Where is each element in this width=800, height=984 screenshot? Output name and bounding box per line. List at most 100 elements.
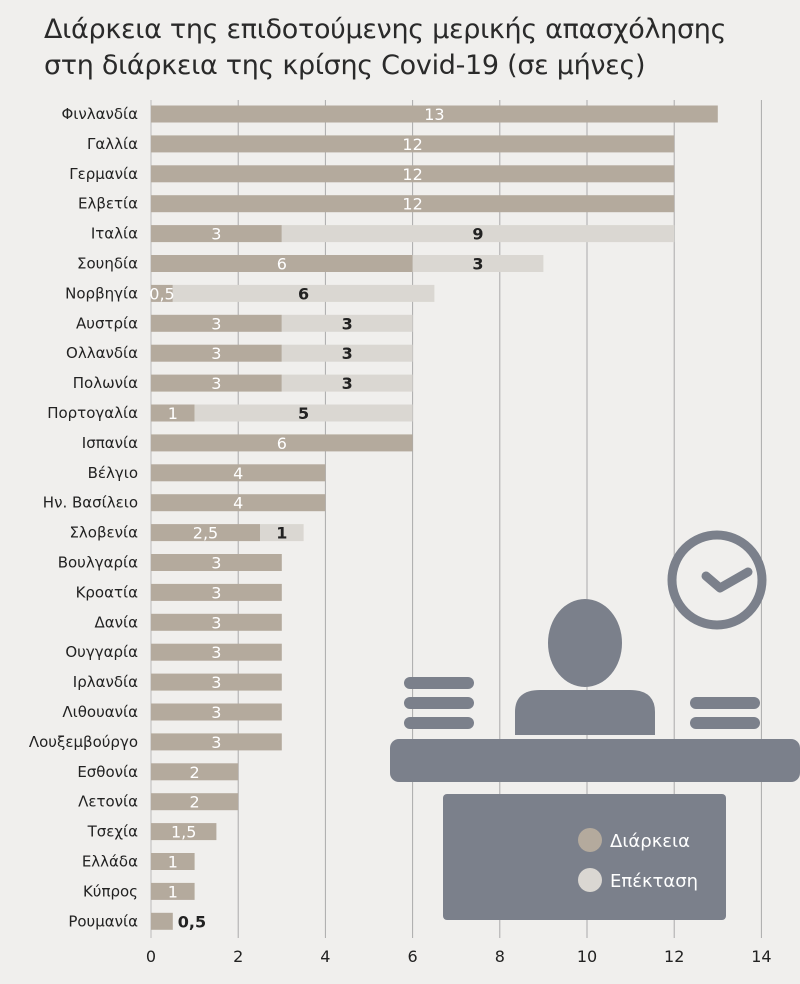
category-label: Λιθουανία <box>62 703 138 721</box>
category-label: Ιρλανδία <box>73 673 138 691</box>
x-tick-label: 2 <box>233 947 243 966</box>
bar-extension <box>281 225 675 243</box>
category-label: Εσθονία <box>77 763 138 781</box>
category-label: Αυστρία <box>76 314 138 332</box>
legend-swatch <box>578 828 602 852</box>
data-label-duration: 3 <box>211 554 221 573</box>
category-label: Βέλγιο <box>88 464 138 482</box>
data-label-extension: 3 <box>472 255 483 274</box>
bar-duration <box>151 912 173 930</box>
bar-duration <box>151 643 282 661</box>
bar-duration <box>151 882 195 900</box>
bar-duration <box>151 554 282 571</box>
bar-duration <box>151 434 413 452</box>
category-label: Πορτογαλία <box>47 404 138 422</box>
bar-extension <box>281 314 413 332</box>
bar-duration <box>151 165 675 183</box>
data-label-extension: 6 <box>298 284 309 303</box>
bar-duration <box>151 763 239 781</box>
bar-duration <box>151 314 282 332</box>
person-icon <box>515 599 655 735</box>
category-label: Λετονία <box>78 793 138 811</box>
data-label-duration: 3 <box>211 314 221 333</box>
title-line-1: Διάρκεια της επιδοτούμενης μερικής απασχ… <box>44 14 727 45</box>
category-label: Φινλανδία <box>61 105 138 123</box>
category-label: Ην. Βασίλειο <box>43 494 138 512</box>
bar-duration <box>151 823 217 841</box>
data-label-duration: 13 <box>424 105 444 124</box>
data-label-duration: 12 <box>402 195 422 214</box>
category-label: Κροατία <box>76 583 139 601</box>
desk-icon <box>390 677 800 920</box>
data-label-extension: 3 <box>342 344 353 363</box>
x-tick-label: 6 <box>408 947 418 966</box>
bar-duration <box>151 135 675 153</box>
legend: Διάρκεια Επέκταση <box>578 828 698 892</box>
data-label-duration: 3 <box>211 643 221 662</box>
bar-duration <box>151 673 282 691</box>
bar-duration <box>151 703 282 721</box>
category-label: Γερμανία <box>69 165 138 183</box>
bar-extension <box>260 524 304 542</box>
data-label-duration: 3 <box>211 225 221 244</box>
x-axis-ticks: 0 2 4 6 8 10 12 14 <box>146 947 772 966</box>
x-tick-label: 14 <box>751 947 771 966</box>
category-labels: Φινλανδία Γαλλία Γερμανία Ελβετία Ιταλία Σουη… <box>29 105 138 930</box>
data-label-duration: 4 <box>233 464 243 483</box>
data-label-duration: 4 <box>233 494 243 513</box>
bar-duration <box>151 613 282 631</box>
bar-duration <box>151 464 326 482</box>
category-label: Ολλανδία <box>66 344 138 362</box>
bar-extension <box>412 255 544 272</box>
category-label: Ιταλία <box>91 225 138 243</box>
data-label-duration: 1 <box>168 882 178 901</box>
data-label-duration: 3 <box>211 344 221 363</box>
bar-duration <box>151 524 260 542</box>
category-label: Ελβετία <box>78 195 138 213</box>
bar-duration <box>151 494 326 512</box>
data-label-duration: 6 <box>277 255 287 274</box>
data-label-duration: 6 <box>277 434 287 453</box>
data-label-duration: 3 <box>211 374 221 393</box>
data-label-duration: 1,5 <box>171 823 196 842</box>
category-label: Δανία <box>95 613 139 631</box>
bar-duration <box>151 284 173 302</box>
category-label: Σουηδία <box>77 255 138 273</box>
category-label: Νορβηγία <box>65 284 138 302</box>
data-label-extension: 5 <box>298 404 309 423</box>
category-label: Ισπανία <box>82 434 138 452</box>
data-label-duration: 2 <box>190 793 200 812</box>
data-label-extension: 3 <box>342 314 353 333</box>
data-label-duration: 0,5 <box>149 284 174 303</box>
data-label-duration: 2 <box>190 763 200 782</box>
illustration: Διάρκεια Επέκταση <box>390 530 800 920</box>
bar-duration <box>151 195 675 213</box>
bar-duration <box>151 255 413 272</box>
category-label: Τσεχία <box>87 823 139 841</box>
category-label: Κύπρος <box>83 882 138 900</box>
x-tick-label: 10 <box>577 947 597 966</box>
chart-title: Διάρκεια της επιδοτούμενης μερικής απασχ… <box>44 12 784 84</box>
data-label-duration: 1 <box>168 853 178 872</box>
data-label-duration: 12 <box>402 135 422 154</box>
category-label: Πολωνία <box>73 374 138 392</box>
legend-label: Επέκταση <box>610 871 698 892</box>
bar-duration <box>151 793 239 811</box>
category-label: Ρουμανία <box>68 912 138 930</box>
bar-duration <box>151 374 282 392</box>
x-tick-label: 4 <box>320 947 330 966</box>
x-tick-label: 8 <box>495 947 505 966</box>
data-label-duration: 0,5 <box>178 912 206 931</box>
data-label-duration: 12 <box>402 165 422 184</box>
category-label: Βουλγαρία <box>58 554 138 572</box>
data-label-duration: 3 <box>211 583 221 602</box>
bar-duration <box>151 105 718 123</box>
category-label: Σλοβενία <box>69 524 138 542</box>
bar-extension <box>194 404 413 422</box>
data-label-extension: 1 <box>276 524 287 543</box>
bar-duration <box>151 733 282 751</box>
data-label-extension: 3 <box>342 374 353 393</box>
x-tick-label: 0 <box>146 947 156 966</box>
